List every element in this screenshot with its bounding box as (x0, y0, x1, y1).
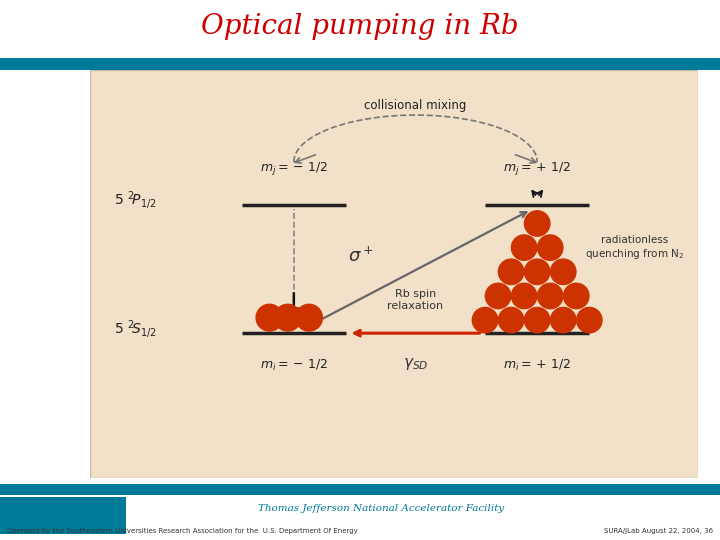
Ellipse shape (524, 211, 550, 236)
Bar (0, 58, 720, 70)
Ellipse shape (498, 307, 524, 333)
Text: $\gamma_{SD}$: $\gamma_{SD}$ (402, 355, 428, 372)
Ellipse shape (524, 259, 550, 285)
Ellipse shape (551, 307, 576, 333)
Text: collisional mixing: collisional mixing (364, 99, 467, 112)
Text: $m_j = +\,1/2$: $m_j = +\,1/2$ (503, 160, 571, 177)
Text: $m_i = +\,1/2$: $m_i = +\,1/2$ (503, 357, 571, 373)
Ellipse shape (498, 259, 524, 285)
Text: Rb spin
relaxation: Rb spin relaxation (387, 289, 444, 310)
Ellipse shape (564, 284, 589, 309)
Text: Thomas Jefferson National Accelerator Facility: Thomas Jefferson National Accelerator Fa… (258, 504, 505, 514)
Text: Optical pumping in Rb: Optical pumping in Rb (201, 13, 519, 40)
Text: $\sigma^+$: $\sigma^+$ (348, 246, 374, 265)
Ellipse shape (485, 284, 510, 309)
Ellipse shape (511, 235, 537, 260)
Ellipse shape (256, 304, 283, 331)
Ellipse shape (296, 304, 323, 331)
Ellipse shape (524, 307, 550, 333)
Text: $5\ ^2\!S_{1/2}$: $5\ ^2\!S_{1/2}$ (114, 318, 157, 340)
Text: $m_i = -\,1/2$: $m_i = -\,1/2$ (260, 357, 328, 373)
Ellipse shape (274, 304, 301, 331)
Bar (0, 497, 126, 534)
Text: Operated by the Southeastern Universities Research Association for the  U.S. Dep: Operated by the Southeastern Universitie… (7, 528, 358, 534)
Ellipse shape (511, 284, 537, 309)
Text: radiationless
quenching from N$_2$: radiationless quenching from N$_2$ (585, 234, 684, 260)
Ellipse shape (577, 307, 602, 333)
Text: $5\ ^2\!P_{1/2}$: $5\ ^2\!P_{1/2}$ (114, 190, 157, 212)
Text: $m_j = -\,1/2$: $m_j = -\,1/2$ (260, 160, 328, 177)
Ellipse shape (538, 235, 563, 260)
Ellipse shape (551, 259, 576, 285)
Bar (0, 484, 720, 495)
Text: SURA/JLab August 22, 2004, 36: SURA/JLab August 22, 2004, 36 (603, 528, 713, 534)
Ellipse shape (538, 284, 563, 309)
Ellipse shape (472, 307, 498, 333)
